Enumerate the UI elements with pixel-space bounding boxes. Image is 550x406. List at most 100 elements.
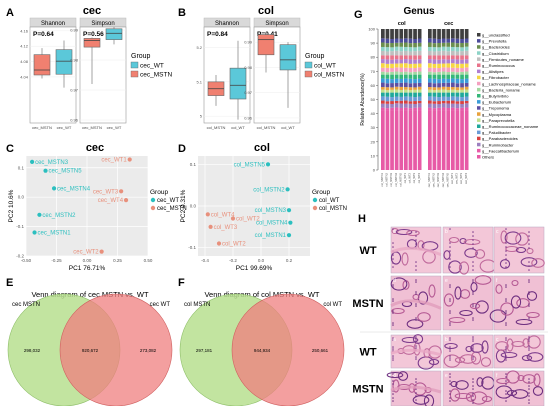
genus-bar-segment bbox=[460, 89, 464, 93]
genus-bar-segment bbox=[464, 67, 469, 72]
tissue-nucleus bbox=[392, 266, 394, 268]
genus-bar-segment bbox=[437, 83, 441, 88]
tissue-nucleus bbox=[505, 258, 507, 260]
legend-swatch bbox=[312, 197, 318, 203]
genus-bar-segment bbox=[428, 55, 432, 60]
genus-bar-segment bbox=[428, 46, 432, 51]
tissue-nucleus bbox=[392, 258, 394, 260]
genus-bar-segment bbox=[432, 38, 437, 44]
venn-left-label: col MSTN bbox=[184, 302, 210, 308]
y-tick-label: 4.04 bbox=[20, 74, 29, 79]
legend-swatch bbox=[477, 100, 481, 104]
genus-bar-segment bbox=[446, 89, 451, 93]
tissue-nucleus bbox=[415, 319, 417, 321]
tissue-gland bbox=[504, 231, 522, 245]
genus-bar-segment bbox=[381, 110, 385, 170]
genus-bar-segment bbox=[394, 82, 399, 87]
tissue-gland bbox=[526, 352, 544, 362]
tissue-nucleus bbox=[472, 291, 474, 293]
pcoa-point-label: col_MSTN3 bbox=[255, 208, 287, 214]
pcoa-point-label: cec_MSTN3 bbox=[35, 160, 69, 166]
venn-shared-count: 920,672 bbox=[82, 348, 99, 353]
tissue-nucleus bbox=[449, 397, 451, 399]
legend-label: g__Lachnospiraceae_noname bbox=[482, 81, 537, 86]
pcoa-point bbox=[230, 216, 236, 221]
genus-bar-segment bbox=[390, 97, 394, 102]
tissue-nucleus bbox=[392, 262, 394, 264]
tissue-nucleus bbox=[472, 340, 474, 342]
legend-swatch bbox=[477, 39, 481, 43]
legend-label: g__unclassified bbox=[482, 33, 510, 38]
tissue-gland bbox=[515, 318, 533, 326]
genus-bar-segment bbox=[460, 47, 464, 52]
venn-group-1: Venn diagram of col MSTN vs. WT col MSTN c… bbox=[179, 290, 345, 406]
genus-bar-segment bbox=[441, 71, 446, 75]
x-tick-label: cec_MSTN bbox=[82, 125, 102, 130]
genus-bar-segment bbox=[437, 55, 441, 60]
genus-bar-segment bbox=[394, 74, 399, 79]
tissue-nucleus bbox=[392, 242, 394, 244]
tissue-nucleus bbox=[415, 345, 417, 347]
genus-bar-segment bbox=[428, 29, 432, 39]
genus-bar-segment bbox=[451, 100, 455, 104]
genus-bar-segment bbox=[446, 42, 451, 47]
genus-bar-segment bbox=[432, 101, 437, 104]
legend-swatch bbox=[477, 142, 481, 147]
genus-bar-segment bbox=[432, 63, 437, 68]
tissue-gland bbox=[454, 286, 462, 300]
pcoa-point-label: col_MSTN2 bbox=[253, 187, 285, 193]
venn-circle-right bbox=[231, 293, 345, 406]
histology-sub-label: e bbox=[445, 373, 448, 379]
tissue-nucleus bbox=[449, 228, 451, 230]
legend-label: g__Mycoplasma bbox=[482, 112, 512, 117]
y-tick-label: 4.16 bbox=[20, 28, 29, 33]
y-tick-label: -0.2 bbox=[16, 254, 24, 259]
genus-bar-segment bbox=[413, 47, 417, 52]
tissue-gland bbox=[500, 351, 518, 359]
genus-bar-segment bbox=[404, 96, 408, 101]
genus-bar-segment bbox=[417, 103, 422, 108]
tissue-nucleus bbox=[415, 340, 417, 342]
tissue-nucleus bbox=[472, 336, 474, 338]
tissue-nucleus bbox=[449, 357, 451, 359]
tissue-nucleus bbox=[505, 355, 507, 357]
tissue-nucleus bbox=[472, 347, 474, 349]
histology-sub-label: d bbox=[393, 373, 396, 379]
histology-sub-label: f bbox=[496, 373, 498, 379]
histology-image: a bbox=[390, 334, 442, 370]
tissue-nucleus bbox=[528, 347, 530, 349]
legend-label: cec_MSTN bbox=[157, 206, 187, 212]
genus-bar-segment bbox=[451, 74, 455, 79]
tissue-nucleus bbox=[415, 358, 417, 360]
tissue-nucleus bbox=[392, 397, 394, 399]
genus-bar-segment bbox=[455, 38, 460, 44]
histology-image: b bbox=[442, 226, 497, 275]
tissue-gland bbox=[495, 385, 513, 399]
genus-bar-segment bbox=[385, 101, 390, 104]
pcoa-point bbox=[286, 233, 292, 238]
tissue-nucleus bbox=[415, 303, 417, 305]
genus-bar-segment bbox=[408, 29, 413, 39]
genus-bar-segment bbox=[451, 67, 455, 72]
y-axis-label: Relative Abundance(%) bbox=[360, 73, 366, 126]
genus-bar-segment bbox=[399, 82, 404, 87]
genus-bar-segment bbox=[464, 42, 469, 47]
pcoa-point bbox=[123, 198, 129, 203]
legend-label: g__Alistipes bbox=[482, 69, 504, 74]
venn-diagrams: Venn diagram of cec MSTN vs. WT cec MSTN c… bbox=[7, 290, 345, 406]
genus-bar-segment bbox=[432, 108, 437, 111]
box-body bbox=[33, 54, 51, 76]
tissue-gland bbox=[459, 289, 471, 299]
y-tick-label: 0.96 bbox=[70, 118, 79, 123]
tissue-gland bbox=[500, 302, 514, 316]
genus-bar-segment bbox=[455, 43, 460, 48]
legend-title: Group bbox=[150, 189, 168, 196]
legend-swatch bbox=[477, 51, 481, 55]
genus-bar-segment bbox=[404, 110, 408, 170]
tissue-gland bbox=[522, 338, 530, 348]
x-tick-label: cec_WT bbox=[57, 125, 72, 130]
tissue-nucleus bbox=[528, 231, 530, 233]
tissue-nucleus bbox=[505, 348, 507, 350]
venn-shared-count: 944,934 bbox=[254, 348, 271, 353]
genus-bar-segment bbox=[464, 74, 469, 79]
